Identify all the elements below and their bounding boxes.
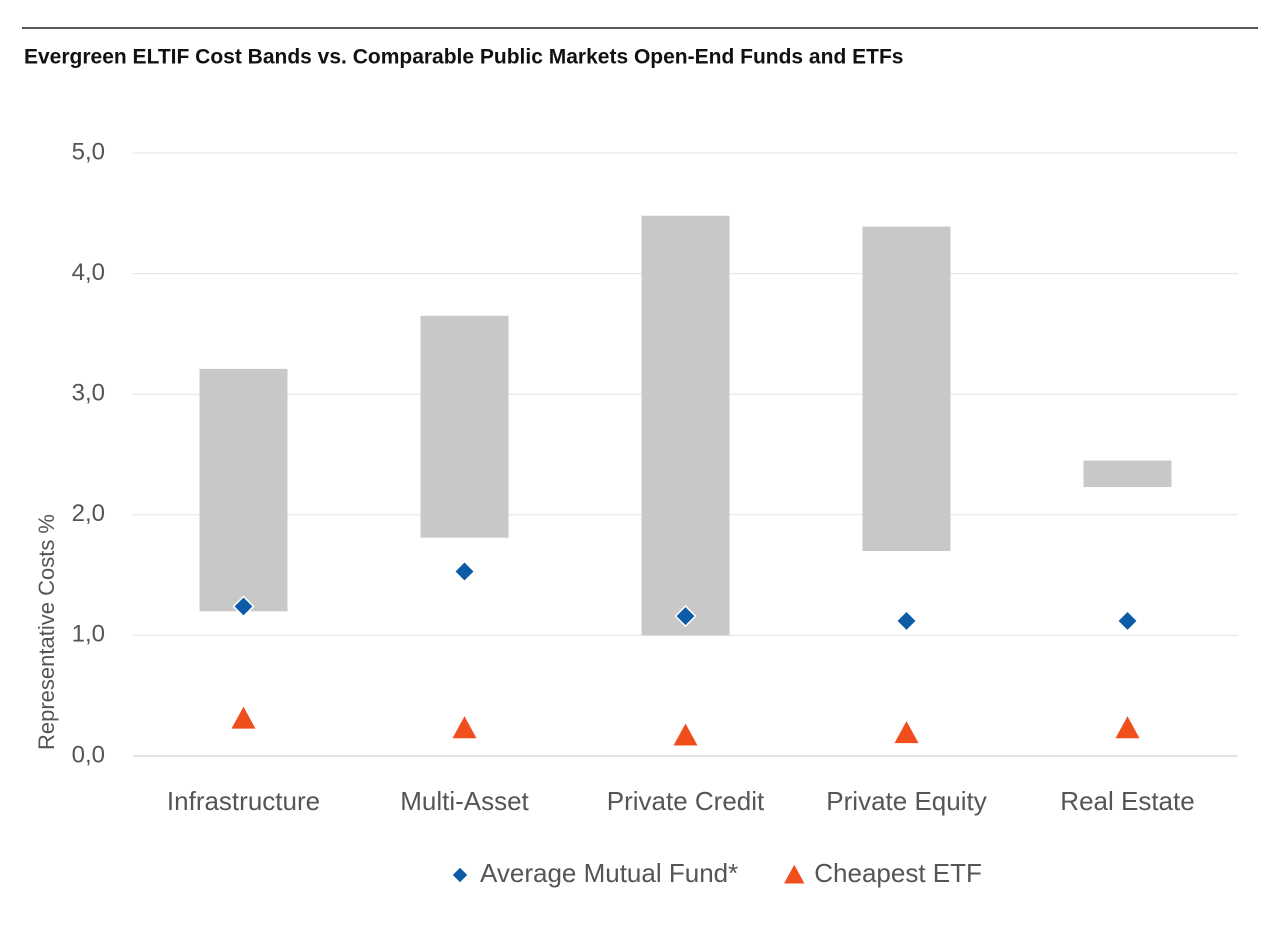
x-tick-label: Infrastructure: [167, 786, 320, 816]
y-tick-label: 0,0: [72, 741, 105, 768]
triangle-marker: [1115, 716, 1140, 739]
cost-band: [1083, 460, 1172, 488]
y-tick-label: 5,0: [72, 138, 105, 165]
cost-band: [420, 315, 509, 538]
triangle-marker: [673, 723, 698, 746]
chart-title: Evergreen ELTIF Cost Bands vs. Comparabl…: [24, 46, 903, 69]
triangle-marker: [452, 716, 477, 739]
cost-band: [862, 226, 951, 551]
diamond-marker: [674, 605, 697, 628]
legend-label: Cheapest ETF: [814, 858, 982, 888]
diamond-marker: [453, 560, 476, 583]
cost-band: [199, 368, 288, 612]
cost-band: [641, 215, 730, 636]
diamond-marker: [895, 609, 918, 632]
x-tick-label: Private Credit: [607, 786, 765, 816]
y-tick-label: 2,0: [72, 500, 105, 527]
y-axis-label: Representative Costs %: [34, 514, 59, 750]
x-tick-label: Multi-Asset: [400, 786, 529, 816]
triangle-marker: [231, 706, 256, 729]
legend-marker: [451, 866, 469, 884]
x-tick-label: Private Equity: [826, 786, 986, 816]
legend-label: Average Mutual Fund*: [480, 858, 738, 888]
diamond-marker: [232, 595, 255, 618]
diamond-marker: [1116, 609, 1139, 632]
y-tick-label: 4,0: [72, 259, 105, 286]
y-tick-label: 1,0: [72, 621, 105, 648]
x-tick-label: Real Estate: [1060, 786, 1194, 816]
y-tick-label: 3,0: [72, 380, 105, 407]
triangle-marker: [894, 721, 919, 744]
legend-marker: [784, 864, 805, 884]
